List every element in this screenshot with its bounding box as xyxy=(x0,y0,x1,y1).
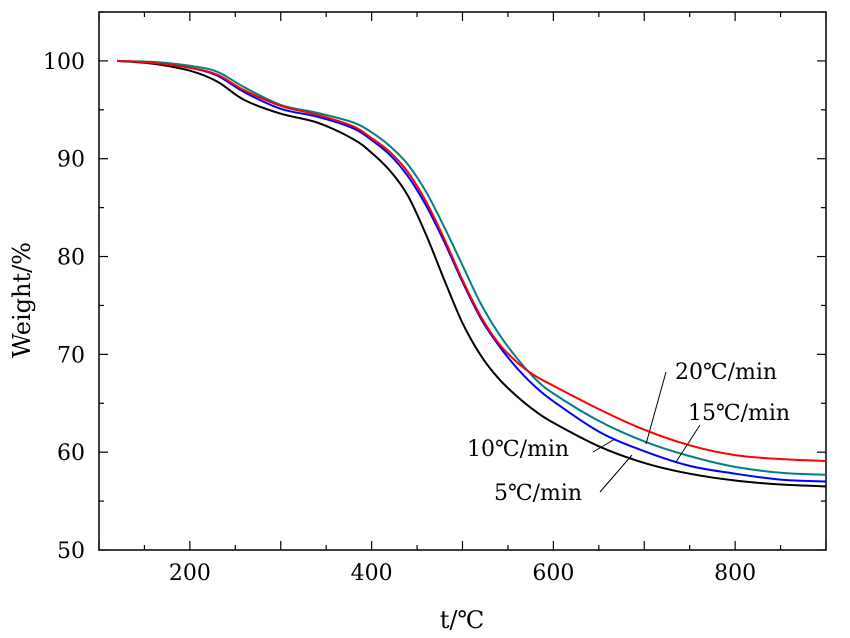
x-tick-label: 600 xyxy=(532,561,574,586)
series-line-10-min xyxy=(117,59,827,483)
series-line-5-min xyxy=(117,59,827,488)
x-tick-label: 400 xyxy=(351,561,393,586)
x-tick-label: 200 xyxy=(169,561,211,586)
series-line-15-min xyxy=(117,59,827,476)
x-tick-label: 800 xyxy=(714,561,756,586)
y-axis-title: Weight/% xyxy=(8,242,36,358)
annotation-leader-10-min xyxy=(592,438,616,453)
annotation-leader-20-min xyxy=(645,371,667,445)
annotation-20-min: 20℃/min xyxy=(675,360,777,385)
series-line-20-min xyxy=(117,59,827,462)
y-tick-label: 80 xyxy=(57,246,85,271)
x-axis-title: t/℃ xyxy=(440,606,485,634)
annotation-10-min: 10℃/min xyxy=(467,437,569,462)
y-tick-label: 100 xyxy=(43,50,85,75)
y-tick-label: 60 xyxy=(57,441,85,466)
annotation-leader-5-min xyxy=(599,454,633,493)
annotation-5-min: 5℃/min xyxy=(494,481,582,506)
annotation-leader-15-min xyxy=(675,424,701,463)
y-tick-label: 50 xyxy=(57,539,85,564)
y-tick-label: 90 xyxy=(57,148,85,173)
y-tick-label: 70 xyxy=(57,343,85,368)
annotation-15-min: 15℃/min xyxy=(688,401,790,426)
